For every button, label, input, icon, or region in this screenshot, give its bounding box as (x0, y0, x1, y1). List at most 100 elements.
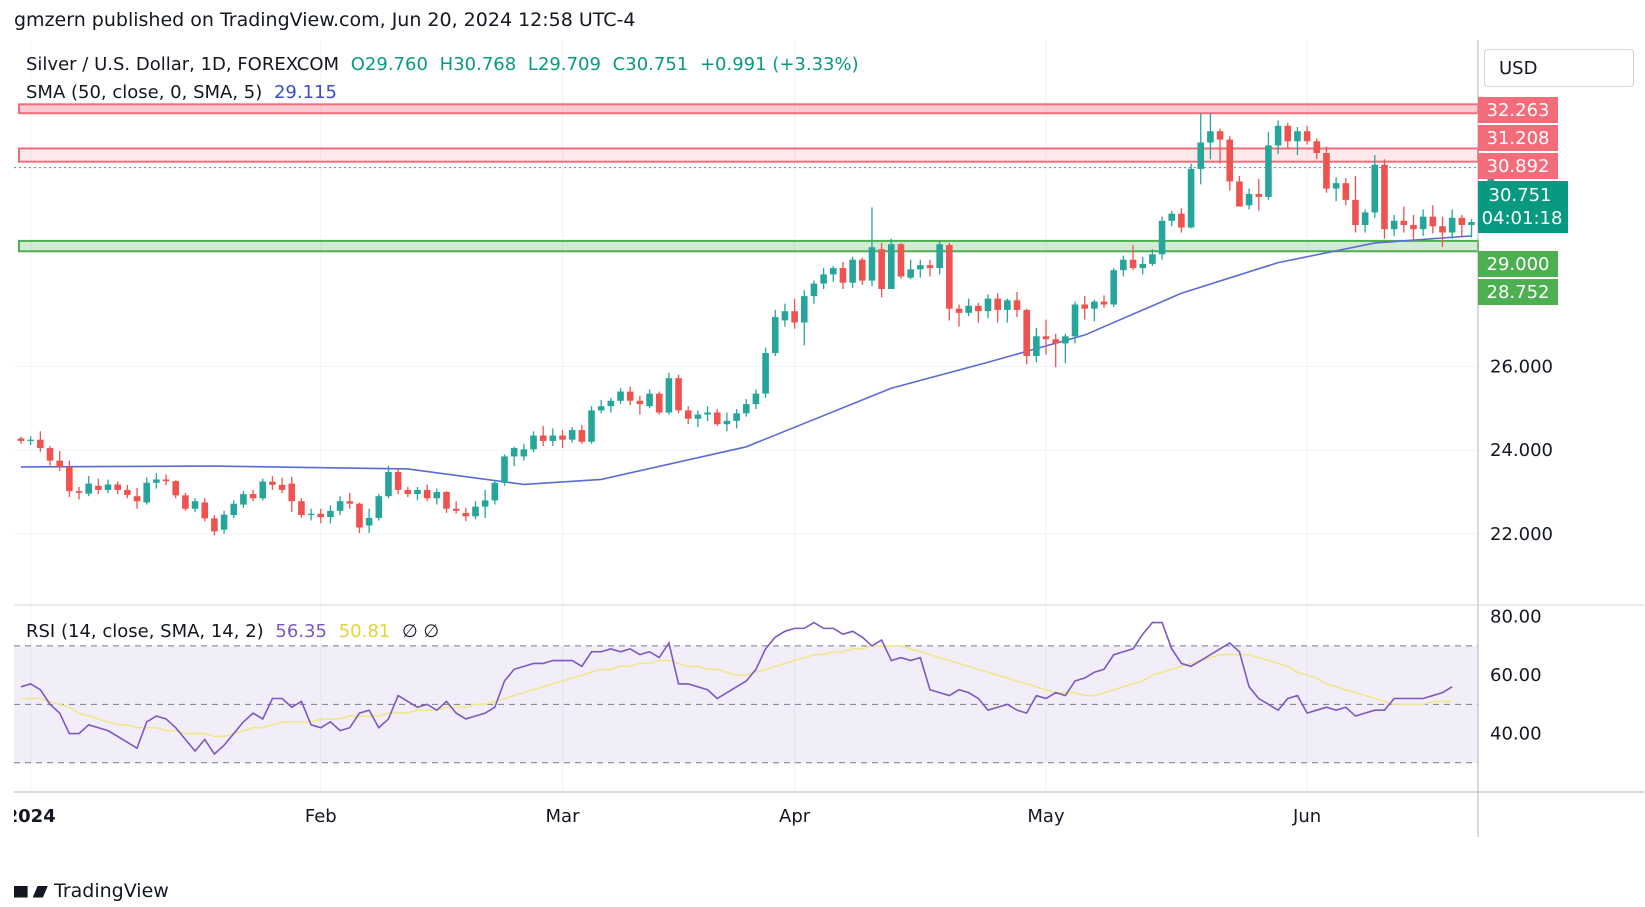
rsi-extra: ∅ ∅ (401, 621, 440, 642)
candle-body (849, 259, 856, 283)
candle-body (665, 378, 673, 413)
candle-body (133, 496, 141, 502)
candle-body (124, 489, 131, 495)
candle-body (771, 317, 779, 354)
candle-body (1033, 336, 1040, 356)
candle-body (1381, 164, 1388, 230)
candle-body (820, 274, 827, 284)
candle-body (1439, 226, 1446, 233)
y-tick-label: 26.000 (1490, 356, 1553, 377)
candle-body (1323, 153, 1330, 189)
candle-body (182, 495, 189, 509)
candle-body (472, 506, 479, 517)
candle-body (762, 353, 769, 394)
candle-body (298, 501, 305, 516)
candle-body (162, 479, 170, 482)
candle-body (1448, 217, 1456, 233)
candle-body (249, 494, 257, 499)
resistance-zone-upper (18, 103, 1479, 115)
rsi-label: RSI (14, close, SMA, 14, 2) (26, 621, 264, 642)
candle-body (95, 485, 102, 490)
ohlc-close: C30.751 (612, 54, 689, 75)
candle-body (742, 404, 750, 414)
rsi-tick-label: 60.00 (1490, 665, 1542, 686)
candle-body (56, 460, 63, 467)
candle-body (626, 391, 634, 401)
badge-resistance-1 (1478, 97, 1558, 123)
candle-body (1158, 220, 1166, 255)
grid-lines (14, 40, 1478, 792)
candle-body (1062, 336, 1069, 344)
candle-body (153, 479, 160, 483)
candle-body (723, 420, 731, 425)
candle-body (240, 494, 247, 505)
candle-body (1458, 217, 1466, 225)
candle-body (336, 501, 344, 511)
candle-body (597, 406, 605, 411)
candle-body (829, 268, 837, 275)
candle-body (1410, 224, 1417, 230)
candle-body (1303, 131, 1311, 142)
candle-body (617, 391, 624, 401)
candle-body (1419, 216, 1427, 230)
candle-body (1332, 183, 1340, 189)
resistance-zone-lower (18, 147, 1479, 163)
candle-body (66, 466, 73, 492)
candle-body (636, 400, 644, 405)
candle-body (423, 489, 431, 499)
candle-body (1274, 125, 1282, 146)
candle-body (1207, 131, 1214, 143)
candle-body (984, 298, 992, 312)
candle-body (1091, 301, 1098, 309)
candle-body (578, 430, 586, 442)
currency-button[interactable]: USD (1484, 49, 1634, 87)
candle-body (462, 512, 470, 517)
candle-body (539, 435, 547, 441)
candle-body (230, 503, 238, 516)
candle-layer (17, 113, 1495, 536)
rsi-ma-value: 50.81 (338, 621, 391, 642)
candle-body (1004, 300, 1011, 310)
sma-legend: SMA (50, close, 0, SMA, 5) 29.115 (26, 82, 343, 103)
candle-body (1178, 213, 1185, 228)
candle-body (1216, 131, 1224, 140)
rsi-tick-label: 40.00 (1490, 724, 1542, 745)
x-tick-label: 2024 (14, 806, 56, 827)
rsi-tick-label: 80.00 (1490, 607, 1542, 628)
candle-body (1100, 301, 1108, 305)
candle-body (1052, 339, 1059, 344)
candle-body (501, 456, 508, 483)
x-tick-label: May (1027, 806, 1065, 827)
candle-body (559, 435, 566, 440)
candle-body (1429, 216, 1437, 227)
candle-body (394, 471, 402, 490)
candle-body (404, 489, 412, 495)
candle-body (114, 484, 121, 490)
candle-body (433, 492, 441, 499)
x-tick-label: Apr (779, 806, 811, 827)
candle-body (530, 435, 537, 450)
candle-body (317, 513, 325, 518)
candle-body (278, 484, 286, 490)
rsi-line (20, 621, 1453, 756)
candle-body (220, 514, 228, 530)
candle-body (713, 412, 721, 425)
badge-resistance-3-text: 30.892 (1487, 156, 1550, 177)
candle-body (1390, 220, 1398, 230)
candle-body (907, 269, 914, 278)
badge-last-price (1478, 181, 1568, 233)
chart-area[interactable]: 80.00 60.00 40.00 2024 Feb Mar Apr May Jun 22.00… (6, 40, 1644, 840)
candle-body (327, 510, 334, 518)
rsi-value: 56.35 (275, 621, 327, 642)
candle-body (510, 448, 518, 457)
sma-line (20, 235, 1472, 486)
candle-body (878, 249, 885, 290)
candle-body (926, 265, 934, 269)
candle-body (346, 501, 354, 504)
price-chart[interactable]: 80.00 60.00 40.00 2024 Feb Mar Apr May Jun 22.00… (6, 40, 1644, 840)
candle-body (269, 481, 276, 485)
publisher-line: gmzern published on TradingView.com, Jun… (14, 9, 636, 31)
x-tick-label: Feb (305, 806, 337, 827)
sma-line-layer (20, 235, 1472, 486)
badge-countdown-text: 04:01:18 (1482, 208, 1563, 229)
